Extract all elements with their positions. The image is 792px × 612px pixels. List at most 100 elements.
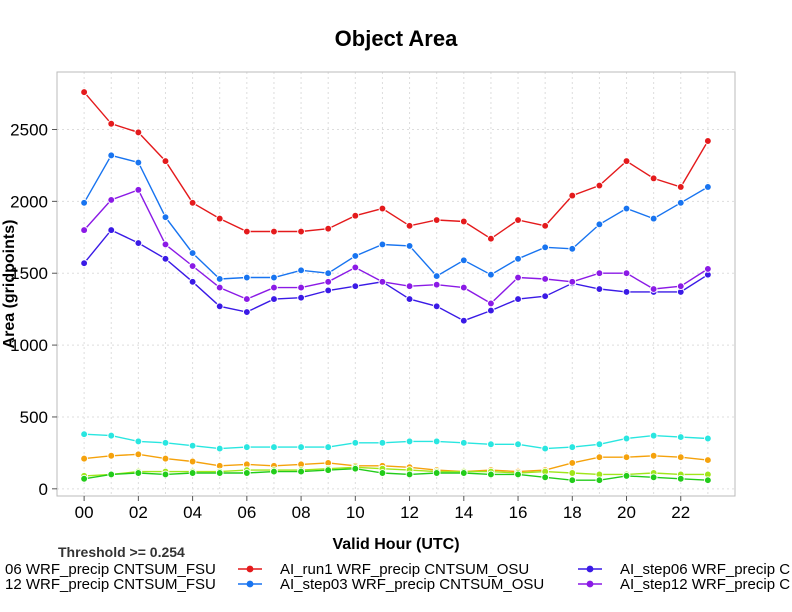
data-point bbox=[161, 213, 170, 222]
legend-entry: AI_step12 WRF_precip C bbox=[578, 576, 790, 593]
data-point bbox=[242, 469, 251, 477]
data-point bbox=[405, 221, 414, 230]
data-point bbox=[649, 285, 658, 293]
data-point bbox=[568, 476, 577, 485]
data-point bbox=[595, 181, 604, 190]
data-point bbox=[568, 469, 577, 477]
plot-frame bbox=[56, 71, 736, 497]
legend-entry: 12 WRF_precip CNTSUM_FSU bbox=[5, 576, 216, 593]
data-point bbox=[568, 191, 577, 200]
data-point bbox=[405, 470, 414, 479]
data-point bbox=[378, 240, 387, 249]
x-tick-label: 10 bbox=[346, 503, 365, 522]
y-tick-label: 500 bbox=[20, 408, 48, 427]
legend-label: AI_step12 WRF_precip C bbox=[620, 576, 790, 593]
data-point bbox=[134, 437, 143, 446]
data-point bbox=[324, 224, 333, 233]
legend-swatch-marker bbox=[246, 565, 254, 573]
series-line bbox=[83, 91, 709, 240]
data-point bbox=[80, 259, 88, 268]
data-point bbox=[676, 282, 685, 291]
data-point bbox=[405, 295, 414, 303]
series-line bbox=[84, 453, 708, 473]
data-point bbox=[107, 196, 116, 204]
data-point bbox=[161, 254, 170, 263]
series-line bbox=[84, 433, 708, 450]
data-point bbox=[568, 459, 577, 467]
data-point bbox=[649, 174, 658, 183]
data-point bbox=[215, 283, 224, 292]
data-point bbox=[676, 453, 685, 462]
series-0 bbox=[80, 88, 712, 243]
data-point bbox=[514, 440, 522, 449]
data-point bbox=[649, 431, 658, 440]
series-layer bbox=[80, 88, 712, 485]
data-point bbox=[595, 220, 604, 229]
x-tick-label: 18 bbox=[563, 503, 582, 522]
x-tick-label: 00 bbox=[75, 503, 94, 522]
data-point bbox=[487, 299, 495, 308]
data-point bbox=[541, 275, 550, 283]
data-point bbox=[324, 269, 333, 278]
x-tick-label: 06 bbox=[237, 503, 256, 522]
data-point bbox=[242, 443, 251, 451]
data-point bbox=[215, 444, 224, 453]
data-point bbox=[80, 198, 88, 207]
data-point bbox=[215, 275, 224, 283]
data-point bbox=[649, 473, 658, 482]
data-point bbox=[568, 277, 577, 286]
data-point bbox=[541, 473, 550, 482]
data-point bbox=[324, 466, 333, 474]
data-point bbox=[161, 438, 170, 447]
data-point bbox=[107, 451, 116, 460]
legend-swatch-marker bbox=[586, 580, 594, 588]
data-point bbox=[297, 283, 305, 292]
data-point bbox=[405, 282, 414, 291]
data-point bbox=[161, 240, 170, 249]
data-point bbox=[378, 204, 387, 213]
legend-label: 12 WRF_precip CNTSUM_FSU bbox=[5, 576, 216, 593]
data-point bbox=[541, 444, 550, 453]
data-point bbox=[459, 469, 468, 477]
legend-entry: AI_step03 WRF_precip CNTSUM_OSU bbox=[238, 576, 544, 593]
data-point bbox=[188, 441, 197, 450]
x-axis-label: Valid Hour (UTC) bbox=[332, 536, 459, 553]
data-point bbox=[704, 476, 712, 485]
data-point bbox=[351, 464, 360, 473]
data-point bbox=[704, 265, 712, 273]
series-line bbox=[83, 229, 709, 322]
chart-title: Object Area bbox=[335, 26, 458, 51]
data-point bbox=[134, 239, 143, 247]
data-point bbox=[161, 454, 170, 463]
data-point bbox=[676, 183, 685, 191]
data-point bbox=[649, 214, 658, 223]
series-line bbox=[83, 189, 709, 305]
data-point bbox=[161, 470, 170, 479]
data-point bbox=[459, 316, 468, 325]
data-point bbox=[270, 295, 278, 303]
data-point bbox=[242, 308, 251, 316]
series-line bbox=[83, 154, 709, 280]
x-axis-ticks: 00 02 04 06 08 10 12 14 16 18 20 22 bbox=[75, 496, 690, 522]
data-point bbox=[622, 472, 631, 480]
data-point bbox=[704, 456, 712, 464]
data-point bbox=[242, 295, 251, 303]
data-point bbox=[188, 262, 197, 270]
data-point bbox=[432, 469, 441, 477]
data-point bbox=[215, 302, 224, 311]
data-point bbox=[459, 283, 468, 292]
data-point bbox=[595, 440, 604, 449]
data-point bbox=[704, 183, 712, 191]
data-point bbox=[676, 433, 685, 441]
data-point bbox=[297, 467, 305, 476]
data-point bbox=[432, 437, 441, 446]
data-point bbox=[215, 214, 224, 223]
y-tick-label: 1500 bbox=[10, 264, 48, 283]
legend-swatch-marker bbox=[246, 580, 254, 588]
x-tick-label: 12 bbox=[400, 503, 419, 522]
series-3 bbox=[80, 186, 712, 308]
x-tick-label: 14 bbox=[454, 503, 473, 522]
y-axis-ticks: 0 500 1000 1500 2000 2500 bbox=[10, 120, 57, 499]
legend-swatch-marker bbox=[586, 565, 594, 573]
data-point bbox=[351, 263, 360, 272]
